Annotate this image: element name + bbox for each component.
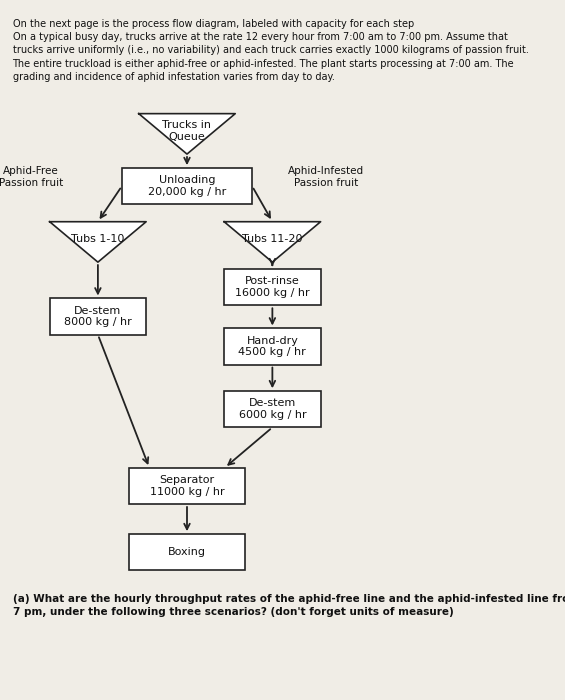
FancyBboxPatch shape [224,328,320,365]
Text: Aphid-Free
Passion fruit: Aphid-Free Passion fruit [0,167,63,188]
Polygon shape [139,113,235,154]
Text: grading and incidence of aphid infestation varies from day to day.: grading and incidence of aphid infestati… [12,72,334,82]
Text: Trucks in
Queue: Trucks in Queue [163,120,211,142]
FancyBboxPatch shape [122,168,252,204]
Text: Boxing: Boxing [168,547,206,557]
Text: Separator
11000 kg / hr: Separator 11000 kg / hr [150,475,224,497]
Text: De-stem
8000 kg / hr: De-stem 8000 kg / hr [64,306,132,328]
Polygon shape [224,222,320,262]
Text: Tubs 11-20: Tubs 11-20 [242,234,303,244]
Text: De-stem
6000 kg / hr: De-stem 6000 kg / hr [238,398,306,420]
Polygon shape [50,222,146,262]
Text: 7 pm, under the following three scenarios? (don't forget units of measure): 7 pm, under the following three scenario… [12,607,453,617]
Text: Tubs 1-10: Tubs 1-10 [71,234,125,244]
Text: Aphid-Infested
Passion fruit: Aphid-Infested Passion fruit [288,167,364,188]
Text: trucks arrive uniformly (i.e., no variability) and each truck carries exactly 10: trucks arrive uniformly (i.e., no variab… [12,46,528,55]
FancyBboxPatch shape [224,391,320,428]
Text: The entire truckload is either aphid-free or aphid-infested. The plant starts pr: The entire truckload is either aphid-fre… [12,59,514,69]
Text: Unloading
20,000 kg / hr: Unloading 20,000 kg / hr [148,176,226,197]
FancyBboxPatch shape [224,269,320,305]
FancyBboxPatch shape [129,534,245,570]
FancyBboxPatch shape [50,298,146,335]
Text: On the next page is the process flow diagram, labeled with capacity for each ste: On the next page is the process flow dia… [12,19,414,29]
FancyBboxPatch shape [129,468,245,504]
Text: (a) What are the hourly throughput rates of the aphid-free line and the aphid-in: (a) What are the hourly throughput rates… [12,594,565,604]
Text: On a typical busy day, trucks arrive at the rate 12 every hour from 7:00 am to 7: On a typical busy day, trucks arrive at … [12,32,507,42]
Text: Post-rinse
16000 kg / hr: Post-rinse 16000 kg / hr [235,276,310,298]
Text: Hand-dry
4500 kg / hr: Hand-dry 4500 kg / hr [238,336,306,357]
